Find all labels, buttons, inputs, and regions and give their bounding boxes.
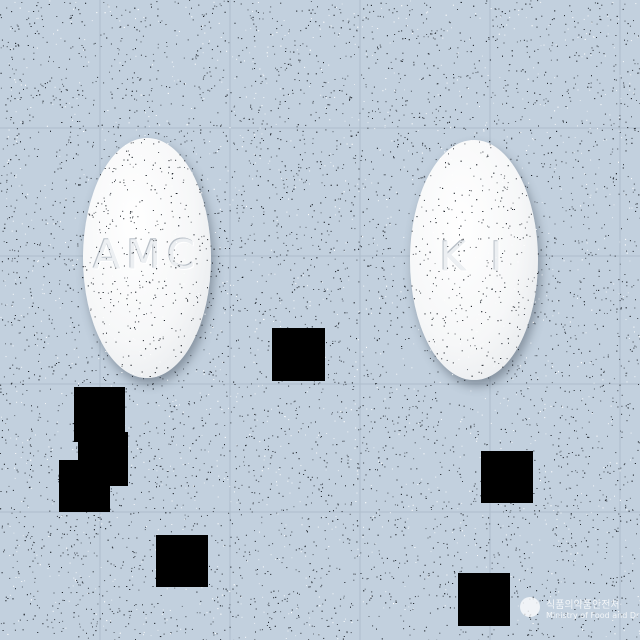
redaction-block [481,451,533,503]
redaction-block [59,460,110,512]
watermark: 식품의약품안전처 Ministry of Food and Drug Safet… [520,593,640,633]
tablet-left-imprint: AMC [93,232,201,279]
tablet-right: K I [410,140,538,380]
watermark-line1: 식품의약품안전처 [546,600,620,611]
tablet-right-imprint: K I [439,234,509,281]
redaction-block [156,535,208,587]
redaction-block [272,328,325,381]
agency-logo-icon [520,597,540,617]
tablet-left: AMC [83,138,211,378]
redaction-block [458,573,510,626]
watermark-line2: Ministry of Food and Drug Safety [546,611,640,620]
